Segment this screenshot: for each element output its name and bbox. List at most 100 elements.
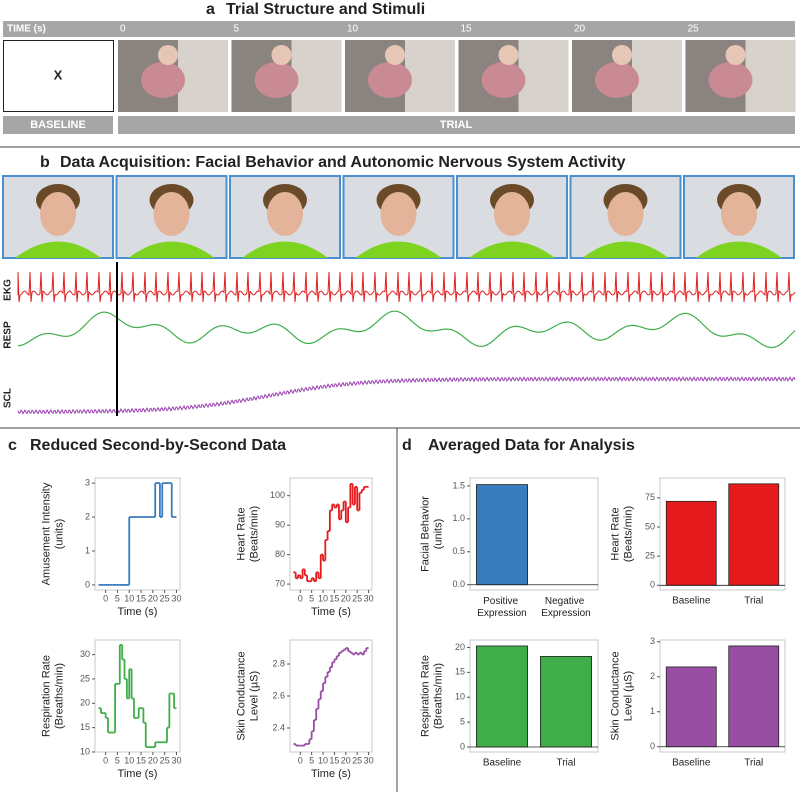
x-tick-label: Trial [744,758,763,769]
y-axis-label: Skin Conductance [609,651,621,740]
x-tick-label: 10 [318,755,328,765]
signal-label: EKG [3,279,14,301]
time-tick-label: 15 [461,24,473,35]
x-axis-label: Time (s) [311,768,351,780]
x-tick-label: Negative Expression [541,596,590,619]
y-axis-label: Skin Conductance [235,651,247,740]
y-tick-label: 0 [85,579,90,589]
panel-letter: c [8,437,17,454]
bar [728,483,780,586]
signal-label: SCL [3,388,14,408]
bar [475,645,528,748]
x-tick-label: 10 [318,593,328,603]
y-tick-label: 3 [650,636,655,646]
x-tick-label: 0 [298,755,303,765]
infant-head [271,45,292,65]
panel-letter: b [40,154,50,171]
plot-frame [659,639,786,753]
shirt [242,241,328,258]
y-tick-label: 0.0 [452,579,465,589]
plot-frame [289,639,373,753]
x-tick-label: 25 [352,755,362,765]
stimulus-frames [118,40,796,112]
x-tick-label: 20 [148,593,158,603]
y-tick-label: 10 [80,746,90,756]
infant [595,62,639,98]
shirt [355,241,442,258]
y-tick-label: 1.0 [452,513,465,523]
y-axis-label: Facial Behavior [419,496,431,572]
x-axis-label: Time (s) [118,606,158,618]
infant-head [498,45,519,65]
x-tick-label: 20 [341,755,351,765]
frame-bg [632,40,682,112]
face [267,192,303,236]
shirt [15,241,101,258]
panel-letter: a [206,1,215,18]
shirt [469,241,555,258]
y-tick-label: 1.5 [452,480,465,490]
y-tick-label: 1 [650,706,655,716]
y-axis-label: (Beats/min) [622,506,634,562]
x-tick-label: 15 [136,593,146,603]
panel-title: Reduced Second-by-Second Data [30,437,286,454]
time-tick-label: 10 [347,24,359,35]
x-tick-label: 20 [341,593,351,603]
y-tick-label: 3 [85,477,90,487]
face [40,192,76,236]
y-axis-label: (Beats/min) [248,506,260,562]
baseline-label: BASELINE [30,119,86,131]
resp-trace [17,310,796,349]
time-tick-label: 0 [120,24,126,35]
y-tick-label: 2.8 [272,658,285,668]
x-tick-label: Baseline [672,758,711,769]
x-tick-label: 25 [160,755,170,765]
frame-bg [745,40,796,112]
x-tick-label: 0 [298,593,303,603]
plot-frame [289,477,373,591]
plot-frame [659,477,786,591]
infant [141,62,185,98]
y-axis-label: Respiration Rate [419,655,431,737]
x-tick-label: 5 [115,755,120,765]
x-tick-label: 25 [160,593,170,603]
infant-head [725,45,746,65]
x-tick-label: 5 [309,755,314,765]
x-tick-label: 10 [124,593,134,603]
infant [708,62,753,98]
y-tick-label: 70 [275,578,285,588]
infant [368,62,412,98]
infant-head [612,45,632,65]
time-bar [3,21,795,37]
y-tick-label: 15 [80,722,90,732]
y-tick-label: 0 [650,741,655,751]
x-tick-label: 20 [148,755,158,765]
shirt [582,241,669,258]
y-axis-label: Heart Rate [609,507,621,560]
face [153,192,190,236]
y-tick-label: 100 [270,490,285,500]
y-axis-label: Level (µS) [622,671,634,721]
scl-trace [17,376,796,415]
shirt [128,241,215,258]
face [380,192,417,236]
frame-bg [518,40,569,112]
y-tick-label: 25 [80,673,90,683]
time-tick-label: 25 [688,24,700,35]
y-tick-label: 2.6 [272,690,285,700]
y-axis-label: Amusement Intensity [40,482,52,585]
time-tick-label: 20 [574,24,586,35]
shirt [696,241,782,258]
y-tick-label: 15 [455,667,465,677]
x-tick-label: 0 [103,755,108,765]
face-frames [2,175,795,259]
y-tick-label: 0 [650,580,655,590]
frame-bg [405,40,455,112]
panel-title: Averaged Data for Analysis [428,437,635,454]
ekg-trace [17,271,796,303]
x-axis-label: Time (s) [118,768,158,780]
x-tick-label: 30 [364,593,374,603]
panel-title: Data Acquisition: Facial Behavior and Au… [60,154,626,171]
face [607,192,644,236]
x-tick-label: Baseline [672,596,711,607]
